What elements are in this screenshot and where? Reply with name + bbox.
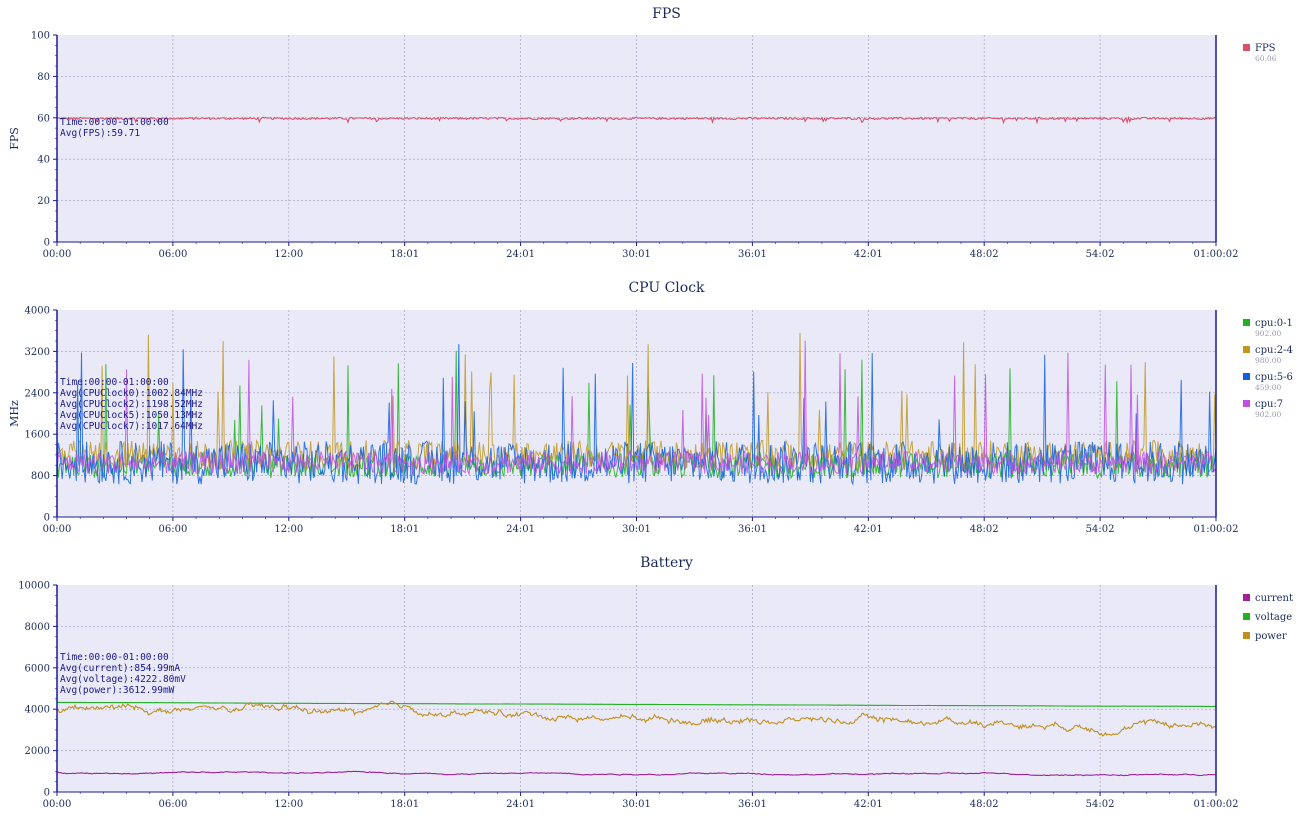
x-tick-label: 00:00	[43, 249, 72, 260]
x-tick-label: 30:01	[622, 799, 651, 810]
x-tick-label: 00:00	[43, 524, 72, 535]
legend-label: cpu:0-1	[1255, 318, 1293, 329]
plot-area	[57, 35, 1216, 242]
legend-swatch	[1243, 319, 1250, 326]
x-tick-label: 01:00:02	[1194, 249, 1239, 260]
annotation-text: Time:00:00-01:00:00	[60, 117, 169, 128]
y-tick-label: 20	[37, 196, 50, 207]
x-tick-label: 12:00	[274, 799, 303, 810]
annotation-text: Avg(voltage):4222.80mV	[60, 674, 186, 685]
y-tick-label: 100	[31, 31, 50, 42]
annotation-text: Avg(CPUClock5):1050.13MHz	[60, 410, 203, 421]
series-line-FPS	[57, 115, 1217, 125]
legend-value: 902.00	[1255, 410, 1281, 419]
x-tick-label: 06:00	[158, 524, 187, 535]
x-tick-label: 06:00	[158, 249, 187, 260]
y-tick-label: 2400	[25, 388, 50, 399]
chart-panel-0: FPS 0 20 40 60 80 100 00:00 06:00 12:00 18:01 24:01…	[8, 6, 1277, 260]
legend-swatch	[1243, 373, 1250, 380]
legend-label: current	[1255, 593, 1293, 604]
y-tick-label: 800	[31, 471, 50, 482]
x-tick-label: 01:00:02	[1194, 524, 1239, 535]
chart-panel-1: CPU Clock 0 800 1600 2400 3200 4000 00:00 06:00 1…	[8, 280, 1293, 535]
annotation-text: Avg(CPUClock0):1002.84MHz	[60, 388, 203, 399]
x-tick-label: 36:01	[738, 524, 767, 535]
legend-label: cpu:7	[1255, 399, 1283, 410]
legend-label: FPS	[1255, 43, 1276, 54]
series-line-power	[56, 700, 1217, 737]
chart-title: Battery	[640, 555, 693, 571]
y-tick-label: 0	[44, 788, 50, 799]
chart-panel-2: Battery 0 2000 4000 6000 8000 10000 00:00 06:00 1…	[18, 555, 1293, 810]
legend-swatch	[1243, 632, 1250, 639]
legend-swatch	[1243, 594, 1250, 601]
y-tick-label: 0	[44, 513, 50, 524]
legend-swatch	[1243, 346, 1250, 353]
x-tick-label: 06:00	[158, 799, 187, 810]
legend-value: 980.00	[1255, 356, 1281, 365]
x-tick-label: 42:01	[854, 799, 883, 810]
plot-area	[57, 585, 1216, 792]
x-tick-label: 18:01	[390, 524, 419, 535]
x-tick-label: 24:01	[506, 524, 535, 535]
annotation-text: Avg(FPS):59.71	[60, 128, 140, 139]
chart-title: CPU Clock	[628, 280, 705, 296]
legend-value: 902.00	[1255, 329, 1281, 338]
y-tick-label: 60	[37, 113, 50, 124]
x-tick-label: 24:01	[506, 249, 535, 260]
x-tick-label: 48:02	[970, 249, 999, 260]
x-tick-label: 54:02	[1086, 799, 1115, 810]
y-tick-label: 1600	[25, 430, 50, 441]
x-tick-label: 36:01	[738, 799, 767, 810]
y-tick-label: 3200	[25, 347, 50, 358]
y-axis-label: MHz	[8, 400, 21, 427]
y-tick-label: 10000	[18, 581, 50, 592]
x-tick-label: 48:02	[970, 799, 999, 810]
legend-label: voltage	[1254, 612, 1292, 623]
y-tick-label: 4000	[25, 705, 50, 716]
annotation-text: Avg(current):854.99mA	[60, 663, 180, 674]
x-tick-label: 42:01	[854, 249, 883, 260]
y-tick-label: 6000	[25, 663, 50, 674]
x-tick-label: 30:01	[622, 249, 651, 260]
x-tick-label: 54:02	[1086, 249, 1115, 260]
annotation-text: Time:00:00-01:00:00	[60, 652, 169, 663]
legend-swatch	[1243, 613, 1250, 620]
series-line-current	[56, 770, 1216, 777]
y-axis-label: FPS	[8, 127, 21, 150]
x-tick-label: 01:00:02	[1194, 799, 1239, 810]
x-tick-label: 12:00	[274, 524, 303, 535]
legend-swatch	[1243, 44, 1250, 51]
plot-area	[57, 310, 1216, 517]
legend-value: 459.00	[1255, 383, 1281, 392]
series-line-cpu-7	[56, 340, 1217, 476]
x-tick-label: 36:01	[738, 249, 767, 260]
x-tick-label: 54:02	[1086, 524, 1115, 535]
x-tick-label: 42:01	[854, 524, 883, 535]
y-tick-label: 80	[37, 72, 50, 83]
y-tick-label: 4000	[25, 306, 50, 317]
legend-label: cpu:2-4	[1255, 345, 1293, 356]
y-tick-label: 8000	[25, 622, 50, 633]
y-tick-label: 40	[37, 155, 50, 166]
chart-title: FPS	[652, 6, 681, 22]
x-tick-label: 24:01	[506, 799, 535, 810]
x-tick-label: 18:01	[390, 799, 419, 810]
y-tick-label: 0	[44, 238, 50, 249]
annotation-text: Avg(CPUClock2):1198.52MHz	[60, 399, 203, 410]
annotation-text: Time:00:00-01:00:00	[60, 377, 169, 388]
y-tick-label: 2000	[25, 746, 50, 757]
legend-swatch	[1243, 400, 1250, 407]
x-tick-label: 18:01	[390, 249, 419, 260]
legend-label: cpu:5-6	[1255, 372, 1293, 383]
x-tick-label: 30:01	[622, 524, 651, 535]
annotation-text: Avg(power):3612.99mW	[60, 685, 175, 696]
x-tick-label: 12:00	[274, 249, 303, 260]
legend-value: 60.06	[1255, 54, 1277, 63]
legend-label: power	[1255, 631, 1287, 642]
x-tick-label: 00:00	[43, 799, 72, 810]
annotation-text: Avg(CPUClock7):1017.64MHz	[60, 421, 203, 432]
x-tick-label: 48:02	[970, 524, 999, 535]
